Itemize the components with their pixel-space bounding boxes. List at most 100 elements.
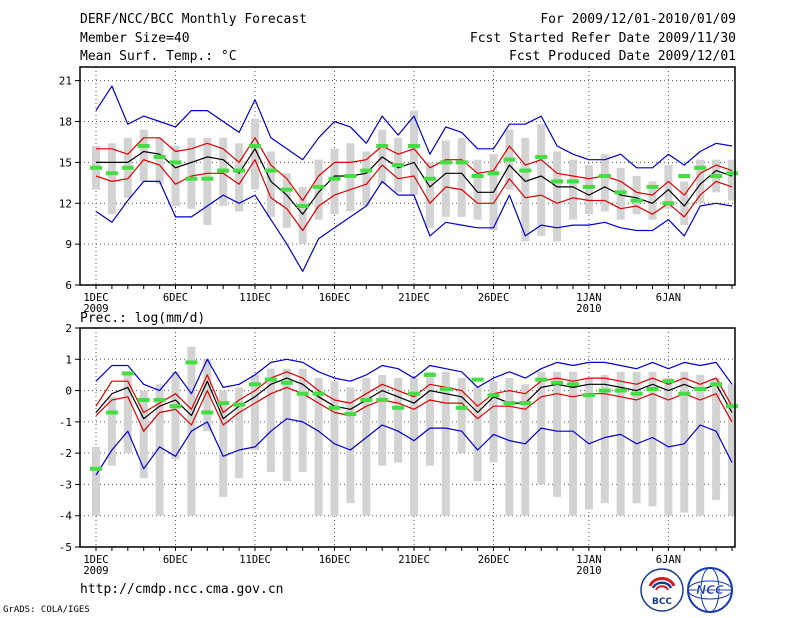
panel1-ytick-label: 21: [59, 75, 72, 88]
panel1-series-lower: [95, 159, 733, 232]
panel2-range-box: [696, 374, 705, 516]
panel2-marker: [630, 391, 643, 396]
panel2-range-box: [298, 368, 307, 472]
panel1-range-box: [664, 165, 673, 209]
source-url[interactable]: http://cmdp.ncc.cma.gov.cn: [80, 582, 284, 597]
panel1-marker: [598, 174, 611, 178]
panel1-range-box: [584, 165, 593, 215]
panel1-range-box: [600, 154, 609, 212]
panel2-marker: [519, 401, 532, 406]
panel1-range-box: [187, 137, 196, 209]
panel2-range-box: [282, 368, 291, 482]
panel1-range-box: [728, 159, 736, 201]
panel2-marker: [439, 387, 452, 392]
panel1-range-box: [648, 181, 657, 220]
panel2-range-box: [314, 378, 323, 516]
panel2-ytick-label: 1: [65, 353, 72, 366]
panel1-marker: [296, 203, 309, 208]
panel2-marker: [217, 401, 230, 406]
panel1-marker: [376, 144, 389, 149]
panel2-range-box: [473, 387, 482, 482]
panel2-marker: [423, 372, 436, 377]
panel2-marker: [678, 391, 691, 396]
panel2-ytick-label: -4: [59, 510, 73, 523]
panel1-marker: [503, 157, 516, 162]
panel1-marker: [567, 179, 579, 184]
panel2-xtick-label: 1DEC: [83, 554, 108, 566]
panel2-series-max: [95, 358, 733, 395]
panel1-marker: [249, 144, 261, 149]
panel2-marker: [694, 387, 707, 392]
panel2-range-box: [441, 371, 450, 516]
panel1-marker: [646, 184, 659, 189]
panel2-range-box: [219, 390, 228, 497]
panel1-range-box: [139, 129, 148, 182]
panel2-marker: [710, 382, 723, 387]
panel2-series-upper: [95, 371, 733, 414]
panel1-range-box: [425, 162, 434, 228]
panel1-ytick-label: 9: [65, 238, 72, 251]
panel2-marker: [582, 393, 595, 398]
panel2-marker: [598, 388, 611, 393]
panel2-range-box: [346, 387, 355, 504]
panel2-range-box: [362, 378, 371, 516]
panel2-range-box: [505, 378, 514, 516]
panel2-marker: [296, 391, 309, 396]
panel2-range-box: [171, 371, 180, 460]
panel2-xtick-label: 2010: [576, 565, 601, 577]
panel2-range-box: [569, 371, 577, 516]
panel2-marker: [551, 380, 564, 385]
panel1-marker: [217, 168, 230, 173]
panel1-marker: [408, 144, 420, 149]
panel2-marker: [328, 405, 341, 410]
variable-label: Mean Surf. Temp.: °C: [80, 49, 237, 64]
panel2-marker: [360, 397, 373, 402]
panel2-marker: [614, 388, 627, 393]
panel1-marker: [726, 171, 738, 176]
panel1-ytick-label: 12: [59, 197, 72, 210]
panel1-marker: [264, 168, 277, 173]
forecast-period-label: For 2009/12/01-2010/01/09: [540, 12, 736, 27]
panel1-marker: [392, 163, 405, 168]
panel2-ytick-label: -3: [59, 478, 72, 491]
panel2-range-box: [155, 384, 164, 516]
panel1-range-box: [235, 143, 244, 212]
panel1-xtick-label: 1JAN: [576, 292, 601, 304]
panel1-ytick-label: 18: [59, 116, 72, 129]
panel2-ytick-label: -2: [59, 447, 72, 460]
panel2-range-box: [648, 371, 657, 507]
panel2-marker: [153, 397, 166, 402]
panel1-marker: [328, 176, 341, 181]
panel1-marker: [694, 165, 707, 170]
panel2-marker: [376, 397, 389, 402]
panel2-marker: [105, 410, 118, 415]
panel1-marker: [614, 190, 627, 195]
panel2-marker: [185, 360, 198, 365]
panel2-range-box: [680, 371, 689, 513]
panel1-marker: [137, 144, 150, 149]
panel1-marker: [455, 160, 468, 165]
forecast-produced-label: Fcst Produced Date 2009/12/01: [509, 49, 736, 64]
panel1-marker: [662, 201, 675, 206]
panel1-marker: [153, 154, 166, 159]
panel1-marker: [678, 174, 691, 178]
chart-title: DERF/NCC/BCC Monthly Forecast: [80, 12, 307, 27]
panel2-range-box: [425, 371, 434, 466]
panel1-series-min: [95, 180, 733, 272]
panel2-range-box: [123, 374, 132, 454]
panel1-marker: [201, 176, 214, 181]
panel1-xtick-label: 11DEC: [239, 292, 271, 304]
panel1-range-box: [362, 151, 371, 206]
panel1-range-box: [314, 159, 323, 220]
panel1-range-box: [553, 151, 562, 242]
panel2-marker: [408, 391, 420, 396]
panel1-marker: [312, 184, 325, 189]
panel1-marker: [344, 174, 357, 178]
panel2-range-box: [600, 374, 609, 504]
panel2-marker: [392, 405, 405, 410]
panel2-ytick-label: 2: [65, 322, 72, 335]
panel1-xtick-label: 1DEC: [83, 292, 108, 304]
panel2-marker: [646, 387, 659, 392]
panel2-series-min: [95, 418, 733, 476]
panel1-marker: [280, 187, 293, 192]
